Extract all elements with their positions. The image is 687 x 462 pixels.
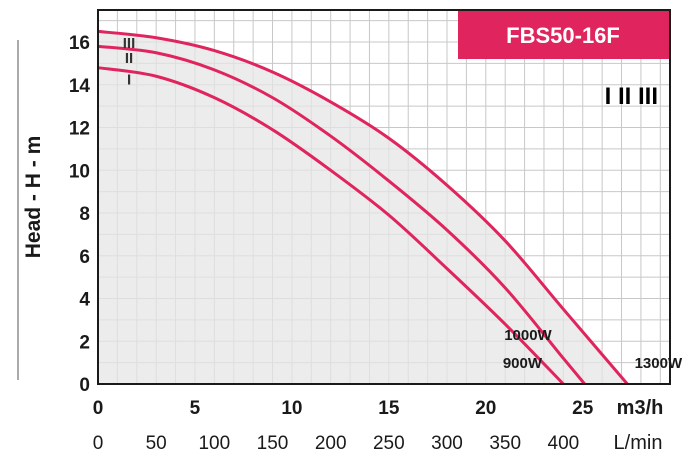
curve-i xyxy=(97,66,565,386)
plot-frame xyxy=(97,9,671,385)
y-tick-label: 0 xyxy=(79,375,90,396)
x-tick-label: 15 xyxy=(378,398,400,419)
x-tick-label: 20 xyxy=(475,398,496,419)
y-tick-label: 16 xyxy=(69,33,90,54)
model-badge-background xyxy=(458,11,669,59)
x2-tick-label: 0 xyxy=(93,433,104,454)
curve-label-iii: III xyxy=(123,35,136,52)
curve-iii xyxy=(97,29,629,385)
curve-label-i: I xyxy=(127,71,131,88)
y-axis-label: Head - H - m xyxy=(22,136,45,259)
y-tick-labels: 0 2 4 6 8 10 12 14 16 xyxy=(69,33,91,396)
y-tick-label: 4 xyxy=(79,290,90,311)
x2-tick-label: 400 xyxy=(548,433,580,454)
y-tick-label: 10 xyxy=(69,161,90,182)
x-axis-unit-primary: m3/h xyxy=(617,397,664,419)
y-tick-label: 14 xyxy=(69,76,91,97)
y-tick-label: 6 xyxy=(79,247,90,268)
x2-tick-label: 50 xyxy=(146,433,167,454)
x2-tick-label: 300 xyxy=(431,433,463,454)
curve-ii xyxy=(97,44,586,385)
power-label-ii: 1000W xyxy=(504,327,552,344)
x2-tick-label: 250 xyxy=(373,433,405,454)
curve-label-ii: II xyxy=(125,50,133,67)
x-tick-labels: 0 5 10 15 20 25 xyxy=(93,398,594,419)
x2-tick-label: 150 xyxy=(257,433,289,454)
power-label-iii: 1300W xyxy=(635,355,683,372)
y-tick-label: 2 xyxy=(79,332,90,353)
x2-tick-label: 350 xyxy=(489,433,521,454)
y-tick-label: 12 xyxy=(69,119,90,140)
performance-curves xyxy=(97,29,629,386)
y-tick-label: 8 xyxy=(79,204,90,225)
x2-tick-label: 100 xyxy=(198,433,230,454)
x-tick-label: 10 xyxy=(281,398,302,419)
x2-tick-labels: 0 50 100 150 200 250 300 350 400 xyxy=(93,433,579,454)
x-tick-label: 25 xyxy=(572,398,594,419)
model-badge: FBS50-16F xyxy=(458,11,669,59)
x-tick-label: 0 xyxy=(93,398,104,419)
speed-indicator: I II III xyxy=(605,83,658,110)
x2-tick-label: 200 xyxy=(315,433,347,454)
operating-area-shade xyxy=(98,31,628,384)
power-label-i: 900W xyxy=(503,355,543,372)
model-label: FBS50-16F xyxy=(506,23,620,48)
x-axis-unit-secondary: L/min xyxy=(614,432,663,454)
x-tick-label: 5 xyxy=(190,398,201,419)
power-labels: 900W 1000W 1300W xyxy=(503,327,683,372)
